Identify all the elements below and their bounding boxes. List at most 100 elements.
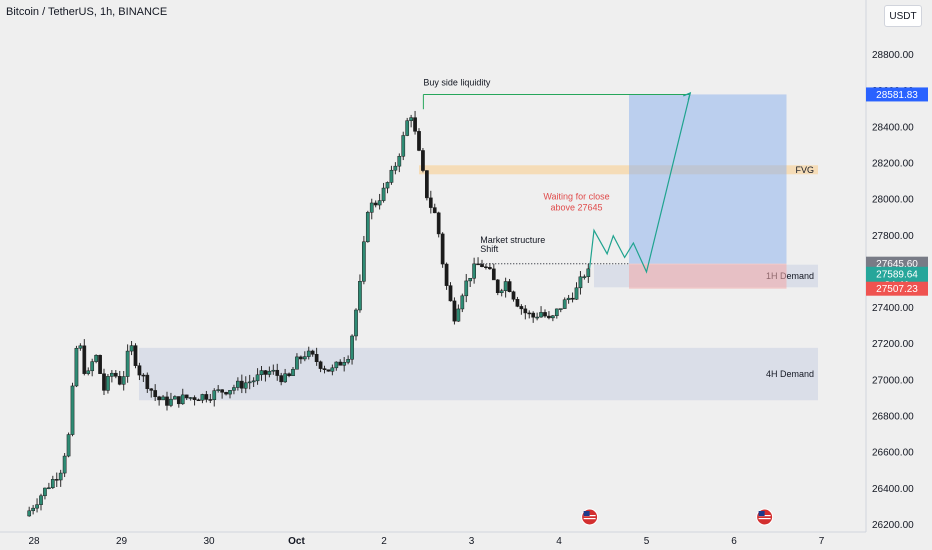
candle-body xyxy=(66,434,71,457)
us-flag-icon[interactable] xyxy=(756,508,774,526)
candle-body xyxy=(133,345,138,366)
candle-body xyxy=(389,169,394,183)
candle-body xyxy=(409,117,413,121)
y-tick-label: 27800.00 xyxy=(872,231,914,242)
zone-4h-demand xyxy=(139,347,818,401)
candle-body xyxy=(243,382,248,389)
candle-body xyxy=(204,394,209,400)
target-zone[interactable] xyxy=(629,94,787,264)
candle-body xyxy=(346,359,350,363)
candle-body xyxy=(287,373,291,377)
candle-body xyxy=(31,507,35,512)
candle-body xyxy=(58,472,63,481)
y-tick-label: 26400.00 xyxy=(872,484,914,495)
candle-body xyxy=(302,356,307,360)
symbol-title: Bitcoin / TetherUS, 1h, BINANCE xyxy=(6,6,168,18)
candle-body xyxy=(263,370,268,375)
candle-body xyxy=(239,380,244,389)
candle-body xyxy=(570,297,575,300)
candle-body xyxy=(173,396,177,400)
candle-body xyxy=(47,487,51,489)
candle-body xyxy=(381,187,386,201)
candle-body xyxy=(141,374,146,377)
candle-body xyxy=(212,390,217,401)
currency-button[interactable]: USDT xyxy=(884,5,922,27)
candle-body xyxy=(228,390,232,395)
candle-body xyxy=(129,345,134,352)
svg-text:27645.60: 27645.60 xyxy=(876,259,918,270)
svg-text:27589.64: 27589.64 xyxy=(876,269,918,280)
candle-body xyxy=(299,356,303,360)
candle-body xyxy=(184,394,189,399)
candle-body xyxy=(232,387,236,391)
candle-body xyxy=(586,268,591,277)
annotation-text: above 27645 xyxy=(550,202,602,212)
x-tick-label: 5 xyxy=(644,536,650,547)
candle-body xyxy=(468,277,473,282)
candle-body xyxy=(27,510,32,517)
candle-body xyxy=(314,354,319,363)
candle-body xyxy=(440,233,445,265)
candle-body xyxy=(90,361,95,372)
candle-body xyxy=(322,368,327,370)
zone-label: 4H Demand xyxy=(766,369,814,379)
x-tick-label: Oct xyxy=(288,536,305,547)
candle-body xyxy=(279,375,284,383)
candle-body xyxy=(425,170,429,199)
annotation-text: Shift xyxy=(480,244,499,254)
candle-body xyxy=(413,117,417,132)
y-tick-label: 27400.00 xyxy=(872,303,914,314)
candle-body xyxy=(62,455,67,474)
candle-body xyxy=(562,299,567,309)
candle-body xyxy=(106,376,110,391)
candle-body xyxy=(444,263,449,286)
candle-body xyxy=(113,372,118,377)
candle-body xyxy=(125,350,130,377)
x-tick-label: 4 xyxy=(556,536,562,547)
candle-body xyxy=(499,290,504,294)
candle-body xyxy=(515,299,520,307)
candle-body xyxy=(362,241,366,282)
candle-body xyxy=(94,354,98,362)
candle-body xyxy=(488,267,492,270)
candle-body xyxy=(511,291,516,300)
candle-body xyxy=(275,369,280,376)
y-tick-label: 26800.00 xyxy=(872,412,914,423)
candle-body xyxy=(224,392,228,395)
candle-body xyxy=(295,356,299,370)
candle-body xyxy=(188,397,193,399)
candle-body xyxy=(161,396,165,401)
candle-body xyxy=(200,394,205,401)
candle-body xyxy=(50,479,55,488)
candle-body xyxy=(543,312,547,317)
candle-body xyxy=(554,308,559,316)
candle-body xyxy=(74,347,79,387)
candle-body xyxy=(377,200,382,206)
candle-body xyxy=(432,207,437,214)
candle-body xyxy=(220,389,224,393)
candle-body xyxy=(169,398,173,406)
candle-body xyxy=(393,165,398,171)
annotation-text: Buy side liquidity xyxy=(423,78,491,88)
candle-body xyxy=(259,370,264,376)
candle-body xyxy=(236,380,240,388)
candle-body xyxy=(421,150,425,171)
candle-body xyxy=(397,155,402,167)
candle-body xyxy=(180,394,185,405)
candle-body xyxy=(78,345,83,349)
y-tick-label: 28200.00 xyxy=(872,158,914,169)
y-tick-label: 26200.00 xyxy=(872,520,914,531)
candle-body xyxy=(358,281,362,311)
projection-path[interactable] xyxy=(589,92,691,274)
x-tick-label: 7 xyxy=(819,536,825,547)
candle-body xyxy=(491,268,496,281)
us-flag-icon[interactable] xyxy=(581,508,599,526)
candle-body xyxy=(354,309,358,337)
candle-body xyxy=(460,295,465,310)
zone-label: 1H Demand xyxy=(766,271,814,281)
candle-body xyxy=(82,345,87,374)
candle-body xyxy=(153,390,158,398)
stop-zone[interactable] xyxy=(629,263,787,289)
